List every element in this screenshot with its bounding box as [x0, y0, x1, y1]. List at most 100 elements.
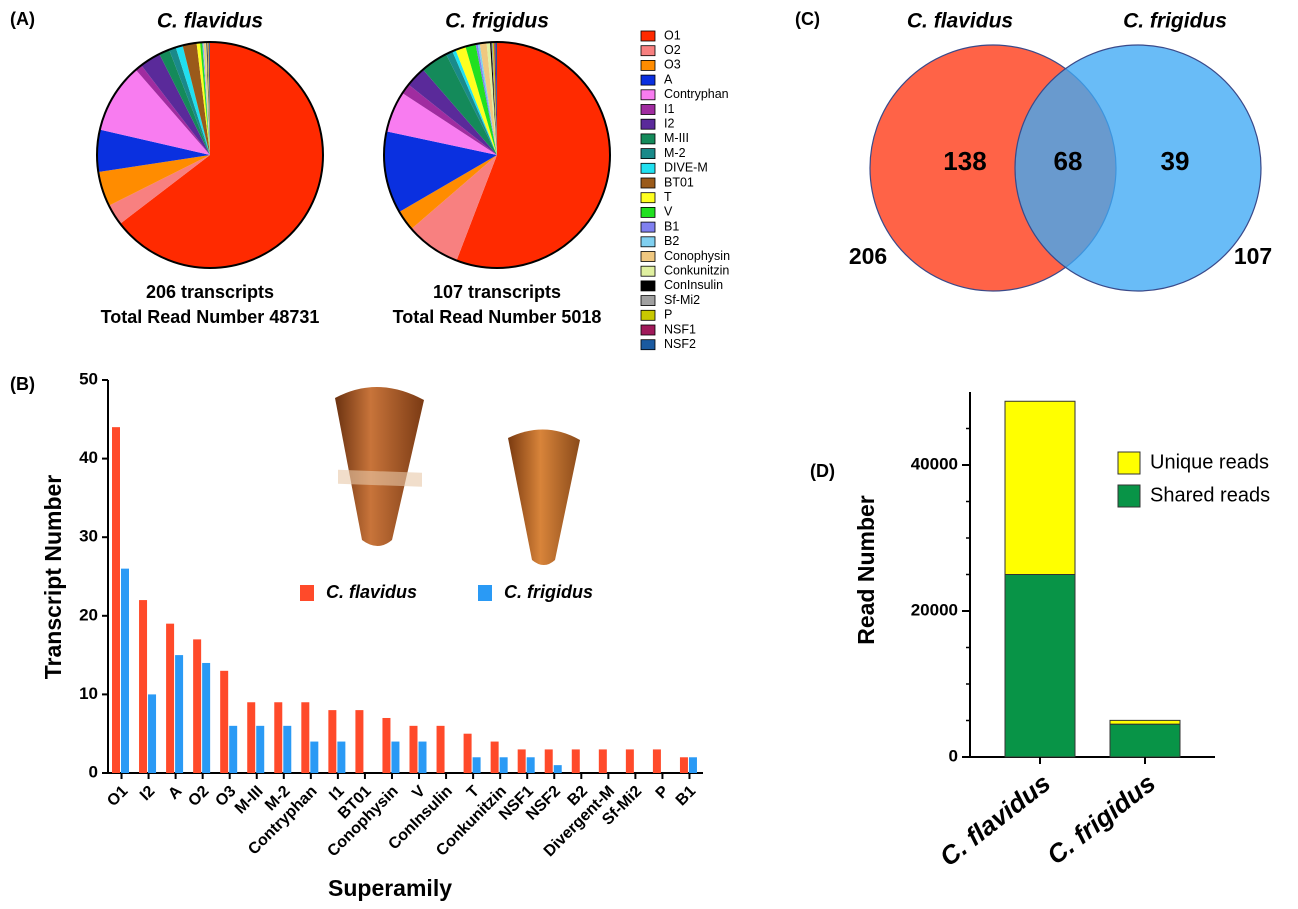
- legend-label: O3: [664, 58, 681, 72]
- bar: [418, 741, 427, 773]
- panel-label: (D): [810, 461, 835, 481]
- bar: [490, 741, 499, 773]
- pie-slice: [455, 46, 497, 155]
- x-tick-label: O1: [104, 783, 131, 810]
- y-tick-label: 0: [89, 762, 98, 781]
- pie-slice: [206, 42, 210, 155]
- pie-slice: [402, 84, 497, 155]
- bar: [544, 749, 553, 773]
- legend-swatch: [640, 148, 656, 160]
- bar: [310, 741, 319, 773]
- pie-slice: [205, 42, 210, 156]
- legend-label: P: [664, 308, 672, 322]
- legend-swatch: [640, 309, 656, 321]
- pie-slice: [486, 42, 497, 155]
- pie-slice: [98, 155, 210, 206]
- pie-slice: [196, 42, 210, 155]
- pie-slice: [446, 51, 497, 155]
- pie-slice: [207, 42, 210, 155]
- bar: [571, 749, 580, 773]
- x-axis-title: Superamily: [328, 875, 452, 901]
- pie-slice: [203, 42, 210, 155]
- bar: [652, 749, 661, 773]
- legend-label: BT01: [664, 175, 694, 189]
- pie-slice: [175, 45, 210, 155]
- bar: [409, 725, 418, 773]
- pie-slice: [200, 42, 210, 155]
- pie-slice: [208, 42, 210, 156]
- pie-title: C. frigidus: [445, 10, 549, 33]
- legend-swatch: [640, 339, 656, 351]
- legend-label: A: [664, 72, 673, 86]
- bar: [472, 757, 481, 773]
- bar: [337, 741, 346, 773]
- bar: [193, 639, 202, 773]
- legend-swatch: [640, 280, 656, 292]
- pie-slice: [99, 69, 210, 155]
- legend-label: I2: [664, 116, 674, 130]
- legend-label: Contryphan: [664, 87, 729, 101]
- bar: [283, 725, 292, 773]
- bar-segment: [1004, 400, 1076, 575]
- legend-label: B1: [664, 219, 679, 233]
- bar: [166, 623, 175, 773]
- legend-swatch: [640, 221, 656, 233]
- x-tick-label: I2: [137, 783, 159, 805]
- legend-swatch: [640, 89, 656, 101]
- pie-slice: [465, 44, 497, 155]
- pie-slice: [202, 42, 210, 156]
- x-tick-label: A: [165, 782, 186, 803]
- panel-label: (B): [10, 374, 35, 394]
- pie-slice: [386, 93, 497, 155]
- pie-slice: [202, 42, 210, 155]
- legend-swatch: [640, 60, 656, 71]
- legend-label: DIVE-M: [664, 161, 708, 175]
- pie-slice: [479, 42, 497, 155]
- legend-swatch: [640, 251, 656, 262]
- y-tick-label: 40: [79, 448, 98, 467]
- shell-image: [508, 429, 580, 565]
- pie-slice: [120, 42, 323, 269]
- pie-slice: [490, 42, 497, 155]
- bar: [553, 765, 562, 773]
- bar: [112, 427, 120, 773]
- pie-slice: [423, 54, 497, 156]
- venn-count: 68: [1054, 146, 1083, 176]
- y-axis-title: Transcript Number: [40, 475, 66, 680]
- legend-swatch: [640, 295, 656, 307]
- pie-slice: [207, 42, 210, 155]
- pie-slice: [494, 42, 497, 155]
- legend-label: ConInsulin: [664, 278, 723, 292]
- legend-swatch: [1117, 451, 1141, 475]
- legend-label: Conophysin: [664, 249, 730, 263]
- legend-swatch: [640, 162, 656, 174]
- venn-count: 39: [1161, 146, 1190, 176]
- bar: [229, 725, 238, 773]
- bar-segment: [1109, 723, 1181, 758]
- bar-segment: [1109, 719, 1181, 725]
- legend-swatch: [300, 585, 314, 601]
- pie-slice: [399, 155, 497, 229]
- panel-label: (C): [795, 9, 820, 29]
- venn-total: 107: [1234, 243, 1272, 269]
- pie-slice: [108, 155, 210, 224]
- bar: [256, 725, 265, 773]
- x-tick-label: C. flavidus: [934, 768, 1056, 873]
- venn-circle: [1014, 44, 1262, 292]
- pie-slice: [97, 129, 210, 172]
- bar: [391, 741, 400, 773]
- legend-swatch: [640, 118, 656, 130]
- legend-label: O2: [664, 43, 681, 57]
- pie-slice: [477, 43, 497, 156]
- shell-image: [335, 386, 424, 546]
- x-tick-label: O2: [185, 783, 212, 810]
- legend-label: C. flavidus: [326, 582, 417, 602]
- bar: [328, 710, 337, 773]
- pie-slice: [452, 49, 497, 155]
- pie-subtitle: Total Read Number 5018: [393, 307, 602, 327]
- legend-label: T: [664, 190, 672, 204]
- y-tick-label: 40000: [911, 454, 958, 473]
- y-tick-label: 30: [79, 527, 98, 546]
